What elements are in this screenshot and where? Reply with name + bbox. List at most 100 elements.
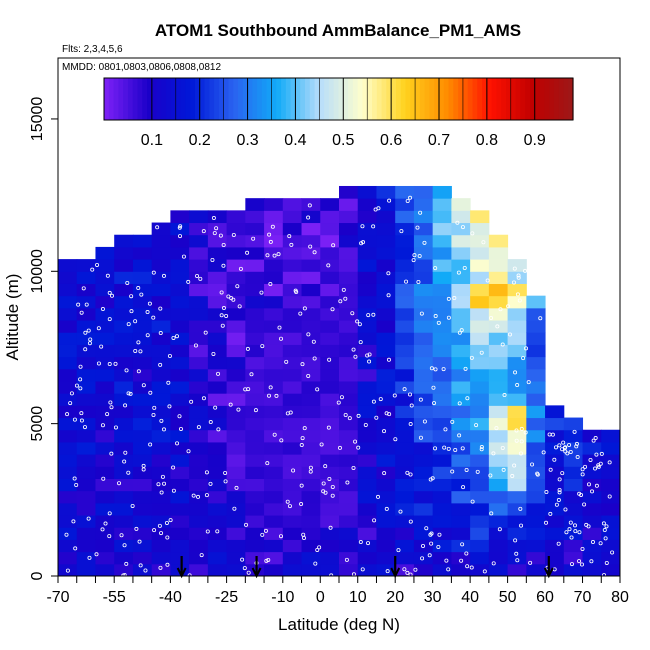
heat-cell xyxy=(226,320,246,333)
heat-cell xyxy=(132,502,153,516)
sample-point xyxy=(321,489,326,494)
heat-cell xyxy=(114,332,134,345)
sample-point xyxy=(599,451,604,456)
sample-point xyxy=(165,562,170,567)
sample-point xyxy=(450,469,455,474)
heat-cell xyxy=(282,429,303,443)
colorbar-segment xyxy=(553,78,560,120)
x-tick-label: 0 xyxy=(316,589,325,606)
heat-cell xyxy=(95,527,115,540)
heat-cell xyxy=(395,417,415,431)
sample-point xyxy=(456,270,461,275)
heat-cell xyxy=(451,234,471,248)
sample-point xyxy=(145,310,150,315)
sample-point xyxy=(157,523,162,528)
heat-cell xyxy=(526,527,546,540)
sample-point xyxy=(279,438,284,443)
heat-cell xyxy=(226,478,246,492)
heat-cell xyxy=(114,466,134,479)
sample-point xyxy=(65,412,70,417)
heat-cell xyxy=(488,271,509,284)
heat-cell xyxy=(395,490,415,504)
heat-cell xyxy=(58,478,78,492)
heat-cell xyxy=(282,246,303,260)
heat-cell xyxy=(132,563,153,576)
heat-cell xyxy=(395,466,415,479)
colorbar-segment xyxy=(448,78,454,120)
heat-cell xyxy=(207,478,228,492)
sample-point xyxy=(74,482,79,487)
heat-cell xyxy=(488,332,509,345)
sample-point xyxy=(343,296,348,301)
heat-cell xyxy=(151,539,171,553)
heat-cell xyxy=(114,271,134,284)
heat-cell xyxy=(395,185,415,199)
sample-point xyxy=(221,306,226,311)
sample-point xyxy=(136,369,141,374)
heat-cell xyxy=(507,368,527,382)
sample-point xyxy=(341,287,346,292)
heat-cell xyxy=(264,320,284,333)
sample-point xyxy=(171,488,176,493)
sample-point xyxy=(459,558,464,563)
heat-cell xyxy=(432,405,452,419)
colorbar-segment xyxy=(395,78,402,120)
heat-cell xyxy=(170,320,190,333)
sample-point xyxy=(475,469,480,474)
heat-cell xyxy=(507,380,527,394)
heat-cell xyxy=(488,307,509,321)
sample-point xyxy=(216,427,221,432)
sample-point xyxy=(528,560,533,565)
heat-cell xyxy=(507,551,527,565)
heat-cell xyxy=(58,380,78,394)
heat-cell xyxy=(470,368,490,382)
heat-cell xyxy=(114,259,134,272)
heat-cell xyxy=(545,502,565,516)
heat-cell xyxy=(339,332,359,345)
heat-cell xyxy=(207,466,228,479)
sample-point xyxy=(315,387,320,392)
sample-point xyxy=(267,393,272,398)
heat-cell xyxy=(432,344,452,358)
heat-cell xyxy=(114,344,134,358)
heat-cell xyxy=(189,502,209,516)
sample-point xyxy=(319,442,324,447)
colorbar-segment xyxy=(376,78,383,120)
heat-cell xyxy=(582,539,602,553)
sample-point xyxy=(213,405,218,410)
heat-cell xyxy=(245,368,265,382)
heat-cell xyxy=(545,405,565,419)
heat-cell xyxy=(95,405,115,419)
heat-cell xyxy=(226,563,246,576)
sample-point xyxy=(544,520,549,525)
heat-cell xyxy=(282,563,303,576)
sample-point xyxy=(393,437,398,442)
heat-cell xyxy=(357,527,377,540)
sample-point xyxy=(577,491,582,496)
heat-cell xyxy=(132,307,153,321)
sample-point xyxy=(211,216,216,221)
heat-cell xyxy=(582,527,602,540)
colorbar-segment xyxy=(209,78,215,120)
heat-cell xyxy=(470,466,490,479)
sample-point xyxy=(557,443,562,448)
heat-cell xyxy=(413,222,434,236)
heat-cell xyxy=(470,490,490,504)
heat-cell xyxy=(376,441,396,455)
heat-cell xyxy=(264,502,284,516)
heat-cell xyxy=(470,429,490,443)
sample-point xyxy=(519,426,524,431)
heat-cell xyxy=(357,356,377,370)
colorbar-segment xyxy=(467,78,474,120)
heat-cell xyxy=(245,380,265,394)
heat-cell xyxy=(245,429,265,443)
sample-point xyxy=(95,262,100,267)
heat-cell xyxy=(264,405,284,419)
heat-cell xyxy=(151,405,171,419)
heat-cell xyxy=(451,417,471,431)
heat-cell xyxy=(320,441,340,455)
sample-point xyxy=(437,532,442,537)
heat-cell xyxy=(488,246,509,260)
sample-point xyxy=(196,494,201,499)
sample-point xyxy=(136,340,141,345)
